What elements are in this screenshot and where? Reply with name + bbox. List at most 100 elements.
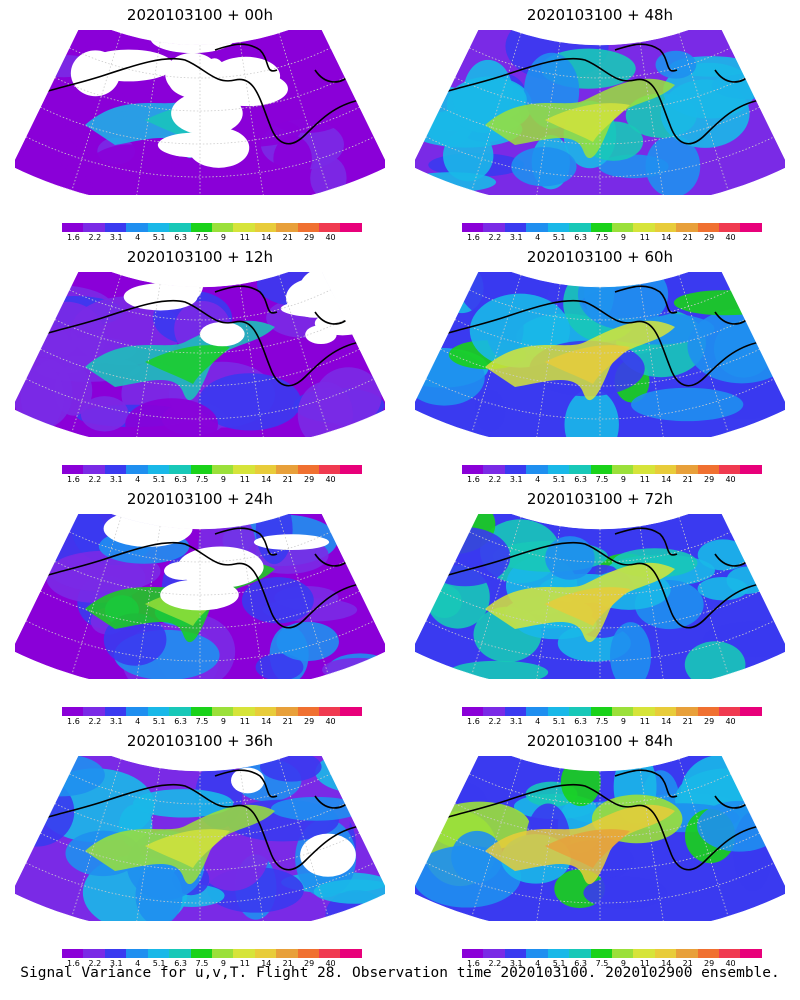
longitude-line bbox=[678, 516, 729, 675]
colorbar-swatch bbox=[590, 949, 612, 958]
colorbar-tick-label: 6.3 bbox=[574, 717, 587, 726]
variance-map bbox=[15, 30, 385, 195]
colorbar-tick-label: 21 bbox=[282, 233, 293, 242]
colorbar-swatch bbox=[62, 465, 84, 474]
colorbar-swatch bbox=[297, 223, 320, 232]
map-panel: 2020103100 + 60h 1.6 2.2 3.1 4 5.1 6.3 7.5 9 11 14… bbox=[400, 242, 800, 487]
colorbar-tick-label: 14 bbox=[661, 959, 672, 968]
colorbar bbox=[462, 707, 762, 716]
latitude-line bbox=[25, 620, 375, 662]
colorbar-labels: 1.6 2.2 3.1 4 5.1 6.3 7.5 9 11 14 21 29 40 bbox=[60, 233, 364, 245]
colorbar-tick-label: 11 bbox=[239, 233, 250, 242]
colorbar-swatch bbox=[676, 223, 698, 232]
colorbar-tick-label: 1.6 bbox=[67, 959, 80, 968]
longitude-line bbox=[534, 41, 561, 195]
colorbar-swatch bbox=[504, 949, 527, 958]
colorbar-tick-label: 29 bbox=[304, 233, 315, 242]
colorbar-swatch bbox=[526, 949, 548, 958]
colorbar-tick-label: 1.6 bbox=[467, 475, 480, 484]
colorbar-tick-label: 40 bbox=[725, 959, 736, 968]
colorbar-tick-label: 1.6 bbox=[67, 475, 80, 484]
variance-region bbox=[20, 365, 65, 430]
colorbar-tick-label: 7.5 bbox=[195, 475, 209, 484]
variance-map bbox=[415, 30, 785, 195]
latitude-line bbox=[425, 862, 775, 904]
colorbar-tick-label: 29 bbox=[304, 717, 315, 726]
colorbar-tick-label: 4 bbox=[535, 959, 541, 968]
below-threshold-area bbox=[168, 64, 248, 101]
colorbar-tick-label: 11 bbox=[639, 717, 650, 726]
panel-title: 2020103100 + 60h bbox=[526, 248, 674, 266]
colorbar-swatch bbox=[719, 949, 741, 958]
colorbar-tick-label: 21 bbox=[682, 717, 693, 726]
colorbar bbox=[462, 223, 762, 232]
colorbar-tick-label: 1.6 bbox=[67, 717, 80, 726]
variance-region bbox=[419, 527, 511, 587]
map-panel: 2020103100 + 36h 1.6 2.2 3.1 4 5.1 6.3 7.5 9 11 14… bbox=[0, 726, 400, 971]
variance-region bbox=[511, 146, 577, 187]
panel-title: 2020103100 + 36h bbox=[126, 732, 274, 750]
colorbar-tick-label: 29 bbox=[304, 475, 315, 484]
colorbar-tick-label: 6.3 bbox=[174, 959, 187, 968]
colorbar-swatch bbox=[211, 707, 234, 716]
colorbar-tick-label: 40 bbox=[725, 475, 736, 484]
colorbar-swatch bbox=[190, 949, 212, 958]
colorbar bbox=[62, 465, 362, 474]
colorbar-tick-label: 29 bbox=[304, 959, 315, 968]
colorbar-tick-label: 1.6 bbox=[467, 717, 480, 726]
colorbar-tick-label: 2.2 bbox=[488, 717, 502, 726]
colorbar-swatch bbox=[611, 949, 634, 958]
colorbar-tick-label: 9 bbox=[620, 475, 626, 484]
colorbar-tick-label: 11 bbox=[639, 959, 650, 968]
colorbar-swatch bbox=[83, 465, 105, 474]
colorbar-tick-label: 2.2 bbox=[88, 475, 102, 484]
variance-region bbox=[255, 653, 304, 679]
colorbar-tick-label: 3.1 bbox=[109, 475, 123, 484]
colorbar-tick-label: 21 bbox=[282, 959, 293, 968]
colorbar-swatch bbox=[254, 465, 277, 474]
colorbar-swatch bbox=[276, 465, 298, 474]
latitude-line bbox=[69, 773, 331, 805]
colorbar-swatch bbox=[233, 223, 255, 232]
colorbar-tick-label: 5.1 bbox=[152, 717, 166, 726]
colorbar-swatch bbox=[233, 465, 255, 474]
latitude-line bbox=[54, 561, 346, 596]
colorbar-swatch bbox=[462, 223, 484, 232]
variance-region bbox=[697, 577, 749, 601]
panel-title: 2020103100 + 24h bbox=[126, 490, 274, 508]
colorbar-tick-label: 7.5 bbox=[595, 475, 609, 484]
colorbar-swatch bbox=[319, 949, 341, 958]
colorbar-tick-label: 9 bbox=[220, 717, 226, 726]
map-panel: 2020103100 + 00h 1.6 2.2 3.1 4 5.1 6.3 7.5 9 11 14… bbox=[0, 0, 400, 245]
colorbar-swatch bbox=[654, 223, 677, 232]
latitude-line bbox=[54, 77, 346, 112]
longitude-line bbox=[678, 32, 729, 191]
colorbar-swatch bbox=[62, 223, 84, 232]
colorbar-swatch bbox=[190, 707, 212, 716]
colorbar-swatch bbox=[104, 707, 127, 716]
colorbar-swatch bbox=[526, 223, 548, 232]
colorbar-tick-label: 2.2 bbox=[488, 959, 502, 968]
colorbar-tick-label: 5.1 bbox=[152, 233, 166, 242]
latitude-line bbox=[454, 803, 746, 838]
colorbar-tick-label: 40 bbox=[725, 717, 736, 726]
colorbar-swatch bbox=[526, 707, 548, 716]
latitude-line bbox=[25, 378, 375, 420]
colorbar-swatch bbox=[340, 223, 362, 232]
variance-region bbox=[276, 621, 339, 662]
longitude-line bbox=[239, 283, 266, 437]
colorbar-swatch bbox=[319, 707, 341, 716]
colorbar-swatch bbox=[483, 707, 505, 716]
longitude-line bbox=[534, 283, 561, 437]
colorbar-swatch bbox=[462, 707, 484, 716]
colorbar-swatch bbox=[126, 707, 148, 716]
colorbar-tick-label: 29 bbox=[704, 233, 715, 242]
colorbar-swatch bbox=[569, 223, 591, 232]
colorbar-swatch bbox=[340, 465, 362, 474]
variance-region bbox=[415, 845, 522, 908]
below-threshold-area bbox=[123, 283, 198, 311]
colorbar-swatch bbox=[740, 949, 762, 958]
colorbar-swatch bbox=[547, 949, 570, 958]
longitude-line bbox=[71, 516, 122, 675]
variance-region bbox=[241, 577, 314, 624]
